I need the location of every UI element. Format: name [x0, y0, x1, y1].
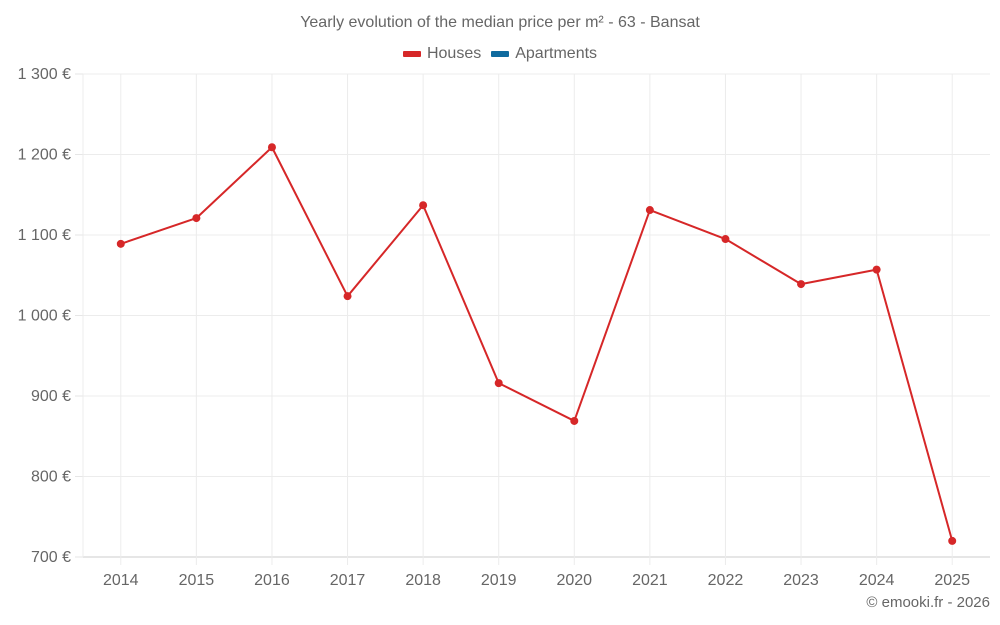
data-point[interactable] [872, 265, 881, 274]
x-tick-label: 2021 [632, 572, 668, 589]
legend-item-apartments[interactable]: Apartments [491, 45, 597, 63]
y-tick-label: 1 000 € [18, 308, 71, 325]
x-tick-label: 2018 [405, 572, 441, 589]
legend-item-houses[interactable]: Houses [402, 45, 482, 63]
x-tick-label: 2020 [556, 572, 592, 589]
legend-label-apartments: Apartments [515, 45, 598, 62]
chart-legend: Houses Apartments [0, 45, 1000, 63]
data-point[interactable] [948, 536, 957, 545]
data-point[interactable] [116, 239, 125, 248]
legend-label-houses: Houses [426, 45, 482, 62]
x-tick-label: 2017 [330, 572, 366, 589]
data-point[interactable] [267, 143, 276, 152]
x-tick-label: 2019 [481, 572, 517, 589]
x-tick-label: 2024 [859, 572, 895, 589]
y-tick-label: 800 € [31, 469, 71, 486]
chart-title: Yearly evolution of the median price per… [300, 14, 700, 31]
data-point[interactable] [494, 379, 503, 388]
y-tick-label: 1 100 € [18, 227, 71, 244]
data-point[interactable] [570, 416, 579, 425]
y-tick-label: 900 € [31, 388, 71, 405]
data-point[interactable] [721, 235, 730, 244]
data-point[interactable] [797, 280, 806, 289]
data-point[interactable] [419, 201, 428, 210]
y-tick-label: 1 200 € [18, 147, 71, 164]
x-tick-label: 2023 [783, 572, 819, 589]
y-tick-label: 700 € [31, 549, 71, 566]
x-tick-label: 2015 [179, 572, 215, 589]
y-tick-label: 1 300 € [18, 66, 71, 83]
data-point[interactable] [343, 292, 352, 301]
data-point[interactable] [192, 214, 201, 223]
x-tick-label: 2025 [934, 572, 970, 589]
x-tick-label: 2014 [103, 572, 139, 589]
series-line-houses [120, 146, 954, 542]
copyright-credit: © emooki.fr - 2026 [866, 594, 990, 611]
x-tick-label: 2016 [254, 572, 290, 589]
apartments-swatch-icon [491, 51, 510, 57]
data-point[interactable] [645, 206, 654, 215]
x-tick-label: 2022 [708, 572, 744, 589]
houses-swatch-icon [402, 51, 421, 57]
